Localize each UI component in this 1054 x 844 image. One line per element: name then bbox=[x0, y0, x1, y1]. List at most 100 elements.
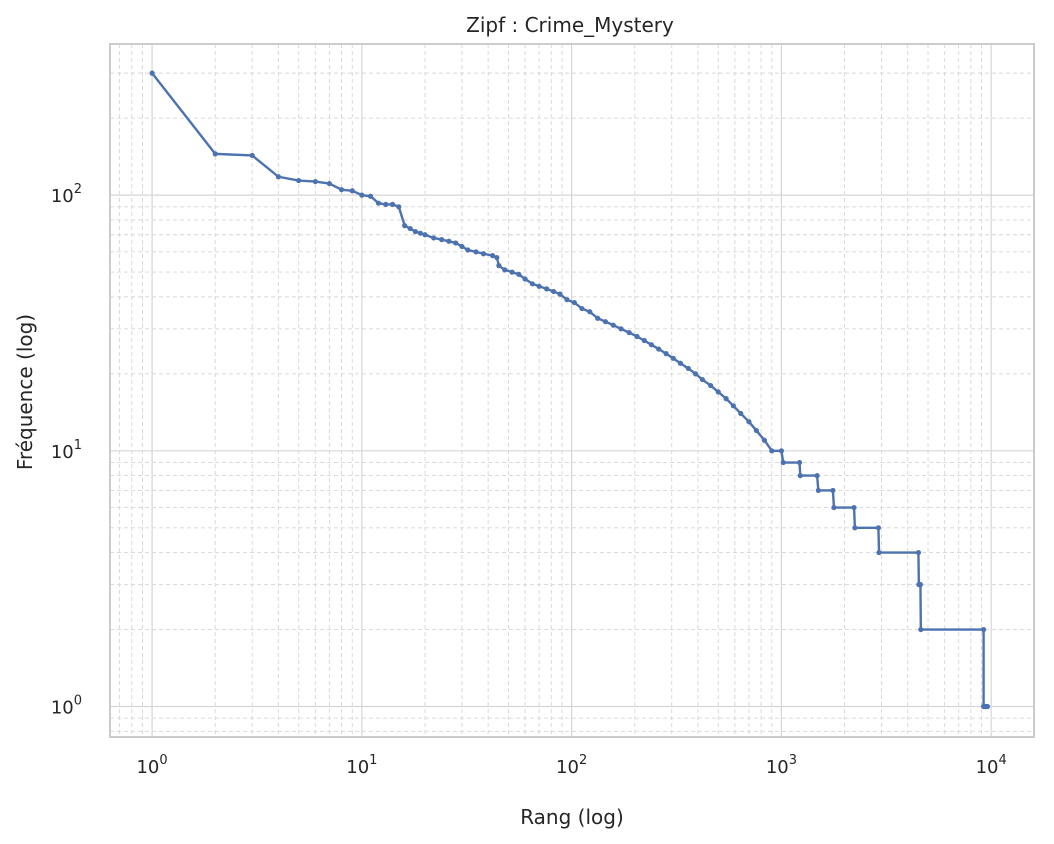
data-point bbox=[453, 240, 459, 246]
y-tick-label: 100 bbox=[51, 694, 82, 719]
data-point bbox=[670, 355, 676, 361]
data-point bbox=[587, 309, 593, 315]
data-point bbox=[367, 193, 374, 199]
data-point bbox=[830, 487, 836, 494]
data-point bbox=[349, 188, 355, 194]
data-point bbox=[326, 180, 332, 187]
data-point bbox=[738, 410, 744, 417]
data-point bbox=[746, 419, 752, 425]
chart-title: Zipf : Crime_Mystery bbox=[466, 13, 674, 37]
data-point bbox=[634, 333, 640, 340]
x-tick-label: 102 bbox=[556, 753, 587, 778]
data-point bbox=[536, 283, 542, 289]
data-point bbox=[544, 286, 550, 292]
data-point bbox=[778, 448, 785, 454]
data-point bbox=[564, 297, 570, 303]
data-point bbox=[602, 319, 609, 325]
data-point bbox=[496, 263, 502, 269]
data-point bbox=[876, 549, 882, 556]
data-point bbox=[490, 253, 496, 259]
data-point bbox=[715, 389, 721, 395]
data-point bbox=[618, 326, 624, 332]
data-point bbox=[761, 437, 768, 443]
data-point bbox=[275, 174, 281, 180]
y-tick-label: 101 bbox=[51, 438, 82, 463]
data-point bbox=[407, 225, 413, 232]
x-axis-label: Rang (log) bbox=[520, 805, 624, 829]
data-point bbox=[852, 525, 858, 531]
data-point bbox=[641, 337, 647, 344]
data-point bbox=[656, 346, 662, 352]
data-point bbox=[693, 371, 699, 377]
data-point bbox=[494, 254, 500, 261]
data-point bbox=[753, 427, 760, 434]
x-tick-label: 104 bbox=[976, 753, 1007, 778]
tick-labels: 100 101 102 103 104 100 101 102 bbox=[51, 182, 1007, 778]
data-point bbox=[529, 281, 535, 287]
data-point bbox=[422, 232, 428, 238]
data-point bbox=[473, 249, 479, 255]
data-point bbox=[338, 187, 345, 193]
data-point bbox=[249, 152, 255, 159]
x-tick-label: 103 bbox=[766, 753, 797, 778]
data-point bbox=[396, 204, 402, 210]
y-axis-label: Fréquence (log) bbox=[13, 314, 37, 470]
data-point bbox=[212, 151, 218, 157]
data-point bbox=[980, 626, 987, 633]
data-point bbox=[685, 365, 691, 372]
data-point bbox=[480, 251, 487, 257]
data-point bbox=[516, 271, 522, 277]
data-point bbox=[730, 403, 736, 409]
data-point bbox=[502, 267, 508, 273]
data-point bbox=[557, 291, 563, 297]
data-point bbox=[465, 247, 471, 253]
plot-area-frame bbox=[109, 43, 1035, 738]
data-point bbox=[412, 229, 419, 235]
data-point bbox=[439, 237, 445, 243]
data-point bbox=[402, 223, 408, 229]
data-point bbox=[831, 504, 837, 511]
data-point bbox=[780, 459, 786, 466]
data-point bbox=[459, 243, 465, 250]
series-crime-mystery bbox=[149, 70, 991, 710]
data-point bbox=[383, 201, 389, 207]
data-point bbox=[375, 200, 382, 206]
data-point bbox=[677, 360, 684, 366]
data-point bbox=[723, 396, 729, 402]
data-point bbox=[389, 201, 396, 207]
data-point bbox=[915, 549, 922, 556]
data-point bbox=[984, 703, 991, 710]
data-point bbox=[417, 230, 423, 236]
data-point bbox=[918, 626, 924, 633]
data-point bbox=[626, 329, 632, 336]
grid bbox=[110, 44, 1034, 737]
data-point bbox=[648, 342, 654, 348]
data-point bbox=[522, 276, 528, 282]
series-line bbox=[151, 72, 988, 708]
data-point bbox=[550, 288, 557, 295]
data-point bbox=[579, 305, 585, 312]
data-point bbox=[699, 376, 705, 383]
data-point bbox=[595, 315, 601, 321]
data-point bbox=[610, 322, 616, 328]
data-point bbox=[797, 473, 803, 479]
data-point bbox=[663, 351, 669, 357]
data-point bbox=[312, 178, 318, 185]
data-point bbox=[796, 459, 803, 466]
data-point bbox=[875, 525, 882, 531]
data-point bbox=[509, 269, 515, 275]
data-point bbox=[814, 473, 820, 479]
data-point bbox=[815, 487, 821, 494]
x-tick-label: 101 bbox=[346, 753, 377, 778]
data-point bbox=[769, 448, 775, 454]
data-point bbox=[708, 382, 714, 389]
data-point bbox=[446, 238, 452, 244]
data-point bbox=[917, 581, 924, 588]
data-point bbox=[359, 192, 365, 198]
data-point bbox=[149, 70, 155, 76]
data-point bbox=[851, 504, 857, 511]
y-tick-label: 102 bbox=[51, 182, 82, 207]
data-point bbox=[431, 235, 437, 241]
data-point bbox=[571, 299, 577, 306]
